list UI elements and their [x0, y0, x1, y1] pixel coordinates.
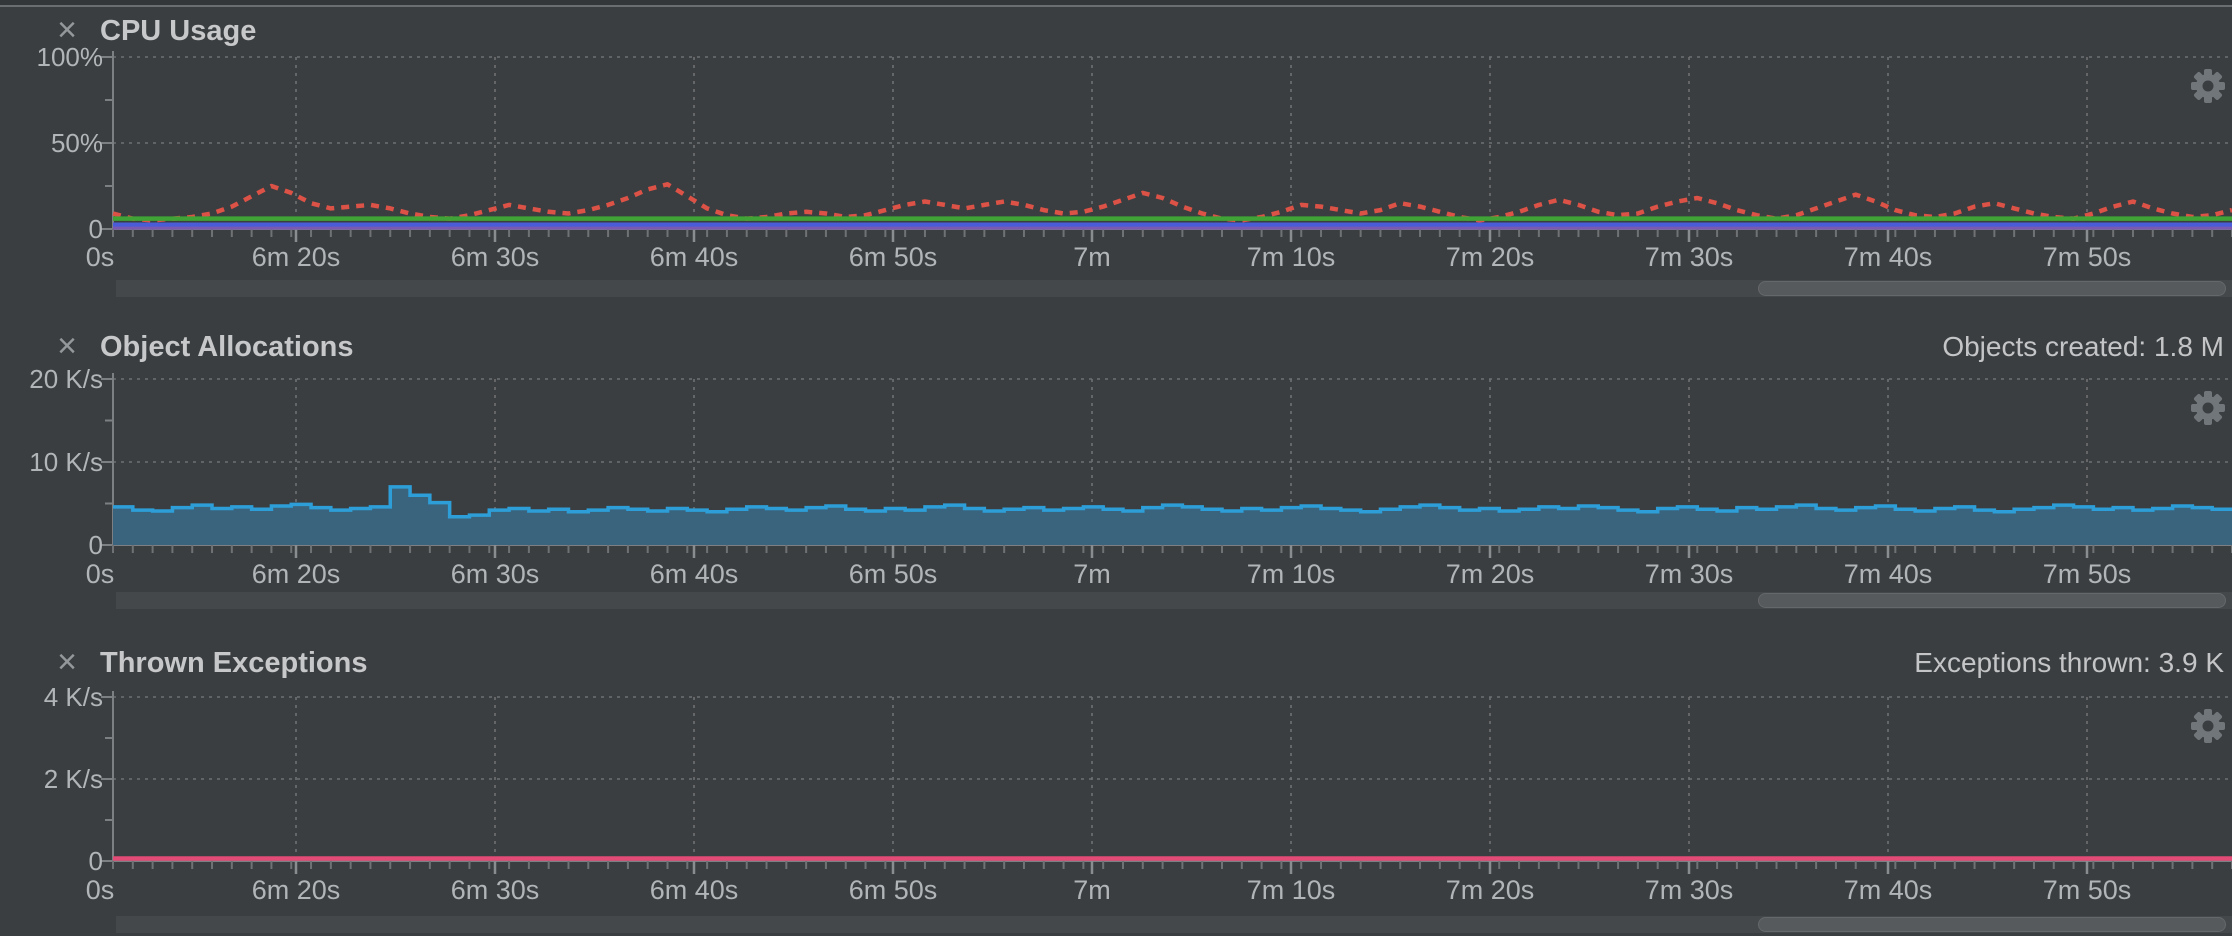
x-tick-label: 0s [85, 875, 115, 905]
x-tick-label: 7m [1073, 559, 1111, 589]
y-tick-label: 50% [50, 128, 103, 158]
y-tick-label: 4 K/s [43, 682, 103, 712]
x-tick-label: 6m 30s [450, 559, 540, 589]
settings-gear-icon[interactable] [2186, 386, 2230, 430]
x-tick-label: 7m 50s [2042, 875, 2132, 905]
settings-gear-icon[interactable] [2186, 704, 2230, 748]
settings-gear-icon[interactable] [2186, 64, 2230, 108]
y-tick-label: 0 [88, 846, 103, 876]
x-tick-label: 7m 20s [1445, 242, 1535, 272]
y-tick-label: 100% [36, 42, 104, 72]
close-icon[interactable]: × [57, 643, 77, 681]
x-tick-label: 7m 50s [2042, 242, 2132, 272]
x-tick-label: 6m 50s [848, 559, 938, 589]
x-tick-label: 6m 50s [848, 242, 938, 272]
scrollbar-track[interactable] [116, 280, 2232, 297]
x-tick-label: 7m [1073, 875, 1111, 905]
window-top-separator [0, 5, 2232, 7]
x-tick-label: 7m 40s [1843, 559, 1933, 589]
y-tick-label: 10 K/s [29, 447, 103, 477]
panel-title-cpu-usage: CPU Usage [100, 15, 257, 47]
x-tick-label: 6m 50s [848, 875, 938, 905]
x-tick-label: 6m 20s [251, 559, 341, 589]
x-tick-label: 7m 30s [1644, 875, 1734, 905]
exceptions-thrown-stat: Exceptions thrown: 3.9 K [1914, 647, 2224, 678]
x-tick-label: 0s [85, 559, 115, 589]
scrollbar-thumb[interactable] [1758, 917, 2226, 932]
x-tick-label: 7m 20s [1445, 875, 1535, 905]
x-tick-label: 7m 40s [1843, 875, 1933, 905]
x-tick-label: 7m 20s [1445, 559, 1535, 589]
x-tick-label: 7m 30s [1644, 559, 1734, 589]
y-tick-label: 2 K/s [43, 764, 103, 794]
x-tick-label: 7m [1073, 242, 1111, 272]
scrollbar-thumb[interactable] [1758, 281, 2226, 296]
y-tick-label: 20 K/s [29, 364, 103, 394]
x-tick-label: 0s [85, 242, 115, 272]
y-tick-label: 0 [88, 214, 103, 244]
objects-created-stat: Objects created: 1.8 M [1942, 331, 2224, 362]
x-tick-label: 7m 10s [1246, 559, 1336, 589]
scrollbar-thumb[interactable] [1758, 593, 2226, 608]
close-icon[interactable]: × [57, 11, 77, 49]
scrollbar-track[interactable] [116, 916, 2232, 933]
panel-title-object-allocations: Object Allocations [100, 331, 354, 363]
x-tick-label: 7m 30s [1644, 242, 1734, 272]
x-tick-label: 6m 40s [649, 242, 739, 272]
x-tick-label: 7m 10s [1246, 242, 1336, 272]
window-top-strip [0, 0, 2232, 5]
y-tick-label: 0 [88, 530, 103, 560]
x-tick-label: 6m 40s [649, 875, 739, 905]
scrollbar-track[interactable] [116, 592, 2232, 609]
close-icon[interactable]: × [57, 327, 77, 365]
x-tick-label: 6m 40s [649, 559, 739, 589]
x-tick-label: 6m 20s [251, 242, 341, 272]
x-tick-label: 7m 50s [2042, 559, 2132, 589]
x-tick-label: 6m 20s [251, 875, 341, 905]
x-tick-label: 7m 40s [1843, 242, 1933, 272]
panel-title-thrown-exceptions: Thrown Exceptions [100, 647, 368, 679]
x-tick-label: 7m 10s [1246, 875, 1336, 905]
x-tick-label: 6m 30s [450, 875, 540, 905]
x-tick-label: 6m 30s [450, 242, 540, 272]
